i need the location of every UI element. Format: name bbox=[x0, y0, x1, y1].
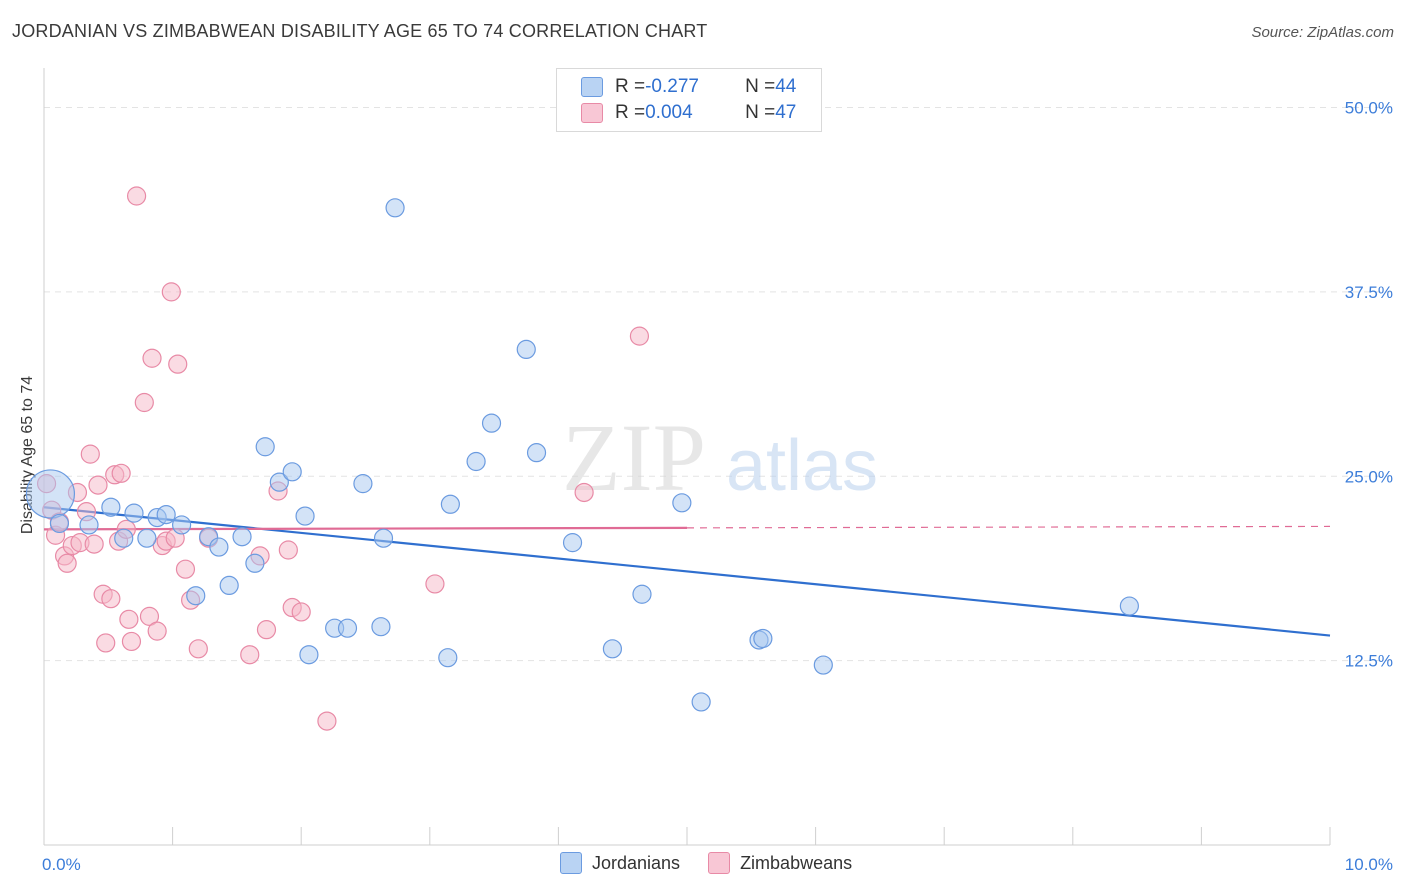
zimbabwean-point bbox=[188, 639, 208, 659]
jordanian-point bbox=[255, 437, 275, 457]
jordanian-point bbox=[672, 493, 692, 513]
zimbabwean-point bbox=[161, 282, 181, 302]
jordanian-trend-line bbox=[43, 506, 1331, 637]
zimbabwean-point bbox=[139, 606, 160, 626]
y-tick-label: 25.0% bbox=[1345, 467, 1393, 486]
jordanian-point bbox=[481, 413, 502, 433]
jordanian-point bbox=[137, 528, 157, 548]
n-value: 47 bbox=[775, 102, 797, 123]
zimbabwean-point bbox=[142, 348, 162, 368]
zimbabwean-point bbox=[317, 711, 337, 731]
series-legend: Jordanians Zimbabweans bbox=[560, 852, 880, 874]
jordanian-point bbox=[516, 339, 536, 359]
stats-row-zimbabweans: R = 0.004 N = 47 bbox=[581, 101, 796, 125]
jordanian-point bbox=[295, 506, 315, 526]
zimbabwean-point bbox=[134, 392, 154, 413]
legend-item-zimbabweans[interactable]: Zimbabweans bbox=[708, 852, 852, 874]
jordanian-point bbox=[245, 553, 265, 573]
zimbabwean-point bbox=[240, 645, 260, 665]
jordanian-point bbox=[353, 474, 373, 494]
zimbabwean-point bbox=[278, 540, 298, 560]
pink-swatch bbox=[581, 103, 603, 123]
jordanian-point bbox=[632, 584, 652, 604]
zimbabwean-point bbox=[425, 574, 445, 594]
legend-label: Zimbabweans bbox=[740, 852, 853, 873]
zimbabwean-trend-extension bbox=[686, 525, 1331, 529]
jordanian-point bbox=[282, 462, 302, 482]
jordanian-point bbox=[232, 527, 252, 547]
legend-item-jordanians[interactable]: Jordanians bbox=[560, 852, 680, 874]
zimbabwean-point bbox=[574, 482, 594, 503]
zimbabwean-point bbox=[147, 621, 167, 641]
jordanian-point bbox=[602, 639, 623, 659]
source-label: Source: ZipAtlas.com bbox=[1251, 24, 1394, 41]
jordanian-point bbox=[385, 198, 405, 218]
zimbabwean-point bbox=[256, 620, 277, 640]
zimbabwean-point bbox=[175, 559, 196, 579]
stats-legend: R = -0.277 N = 44 R = 0.004 N = 47 bbox=[556, 68, 822, 132]
zimbabwean-point bbox=[126, 186, 147, 206]
zimbabwean-point bbox=[57, 553, 77, 573]
r-label: R = bbox=[615, 102, 646, 123]
x-tick-label: 10.0% bbox=[1345, 855, 1393, 874]
zimbabwean-point bbox=[84, 534, 104, 554]
pink-swatch bbox=[708, 852, 731, 874]
jordanian-point bbox=[440, 494, 460, 514]
r-label: R = bbox=[615, 76, 646, 97]
chart-title: JORDANIAN VS ZIMBABWEAN DISABILITY AGE 6… bbox=[12, 21, 708, 41]
jordanian-point bbox=[209, 537, 229, 557]
zimbabwean-point bbox=[119, 609, 139, 629]
legend-label: Jordanians bbox=[592, 852, 681, 873]
jordanian-point bbox=[438, 648, 458, 668]
jordanian-point bbox=[373, 528, 394, 548]
stats-row-jordanians: R = -0.277 N = 44 bbox=[581, 75, 796, 99]
r-value: 0.004 bbox=[645, 102, 693, 123]
watermark-atlas: atlas bbox=[726, 426, 878, 506]
jordanian-point bbox=[337, 618, 358, 638]
y-tick-label: 12.5% bbox=[1345, 652, 1393, 671]
zimbabwean-point bbox=[168, 354, 188, 374]
y-tick-label: 37.5% bbox=[1345, 283, 1393, 302]
jordanian-point bbox=[299, 645, 319, 665]
jordanian-point bbox=[753, 628, 773, 649]
jordanian-point bbox=[371, 617, 391, 637]
n-label: N = bbox=[745, 102, 776, 123]
jordanian-point bbox=[114, 528, 134, 548]
zimbabwean-point bbox=[80, 444, 100, 464]
zimbabwean-point bbox=[101, 589, 121, 609]
zimbabwean-point bbox=[121, 631, 142, 652]
blue-swatch bbox=[560, 852, 582, 874]
zimbabwean-point bbox=[629, 326, 650, 346]
jordanian-point bbox=[813, 655, 833, 675]
n-value: 44 bbox=[775, 76, 797, 97]
y-tick-label: 50.0% bbox=[1345, 99, 1393, 118]
jordanian-point bbox=[124, 503, 144, 523]
jordanian-point bbox=[101, 497, 121, 517]
jordanian-point bbox=[219, 575, 239, 596]
zimbabwean-point bbox=[111, 463, 131, 483]
jordanian-point bbox=[562, 533, 583, 553]
x-tick-label: 0.0% bbox=[42, 855, 81, 874]
zimbabwean-trend-line bbox=[43, 526, 688, 531]
jordanian-point bbox=[156, 504, 176, 525]
jordanian-point bbox=[1119, 596, 1139, 616]
jordanian-point bbox=[49, 513, 70, 534]
jordanian-point bbox=[526, 443, 547, 463]
zimbabwean-point bbox=[88, 475, 108, 495]
jordanian-point bbox=[691, 692, 711, 712]
jordanian-point bbox=[466, 451, 486, 472]
blue-swatch bbox=[581, 77, 603, 97]
jordanian-point bbox=[79, 515, 99, 535]
jordanian-point bbox=[172, 515, 192, 535]
zimbabwean-point bbox=[291, 602, 311, 622]
n-label: N = bbox=[745, 76, 776, 97]
r-value: -0.277 bbox=[645, 76, 699, 97]
jordanian-point bbox=[186, 586, 206, 606]
jordanian-point bbox=[269, 472, 289, 492]
zimbabwean-point bbox=[96, 633, 116, 653]
jordanian-point bbox=[25, 469, 76, 519]
